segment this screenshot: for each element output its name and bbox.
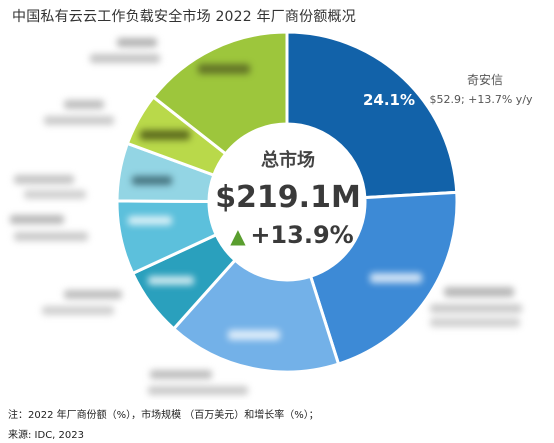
donut-slice-8 xyxy=(151,30,289,156)
center-label: 总市场 xyxy=(261,149,315,171)
obscured-label-5 xyxy=(14,175,74,184)
center-total: $219.1M xyxy=(215,180,361,215)
obscured-label-22 xyxy=(370,273,422,283)
obscured-label-19 xyxy=(128,216,172,225)
footnote-note: 注：2022 年厂商份额（%），市场规模 （百万美元）和增长率（%）； xyxy=(8,410,319,421)
donut-slice-3 xyxy=(171,258,341,374)
donut-slices xyxy=(115,30,459,374)
legend-detail-qianxin: $52.9; +13.7% y/y xyxy=(429,93,533,106)
footnote-source: 来源: IDC, 2023 xyxy=(8,430,84,441)
donut-chart: 24.1% 奇安信 $52.9; +13.7% y/y 总市场 $219.1M … xyxy=(10,30,533,395)
obscured-label-6 xyxy=(24,190,86,199)
obscured-label-15 xyxy=(430,318,520,327)
obscured-label-9 xyxy=(64,290,122,299)
obscured-label-20 xyxy=(148,276,194,285)
legend-name-qianxin: 奇安信 xyxy=(467,72,503,87)
obscured-label-17 xyxy=(140,130,190,140)
center-growth: +13.9% xyxy=(250,221,353,249)
obscured-label-2 xyxy=(90,54,160,63)
growth-arrow-icon: ▲ xyxy=(230,224,246,248)
obscured-label-11 xyxy=(150,370,212,379)
obscured-label-13 xyxy=(444,287,514,297)
chart-title: 中国私有云云工作负载安全市场 2022 年厂商份额概况 xyxy=(12,9,356,25)
obscured-label-16 xyxy=(198,64,250,74)
obscured-label-12 xyxy=(148,386,248,395)
obscured-label-3 xyxy=(64,100,104,109)
obscured-label-14 xyxy=(430,304,522,313)
slice-value-label-qianxin: 24.1% xyxy=(363,91,415,109)
donut-slice-1 xyxy=(285,30,459,200)
obscured-label-7 xyxy=(10,215,64,224)
obscured-label-8 xyxy=(14,232,88,241)
obscured-label-21 xyxy=(228,330,280,340)
obscured-label-4 xyxy=(44,116,114,125)
obscured-label-1 xyxy=(117,38,157,47)
obscured-label-10 xyxy=(42,306,114,315)
obscured-label-18 xyxy=(132,176,172,185)
obscured-labels xyxy=(10,38,522,395)
